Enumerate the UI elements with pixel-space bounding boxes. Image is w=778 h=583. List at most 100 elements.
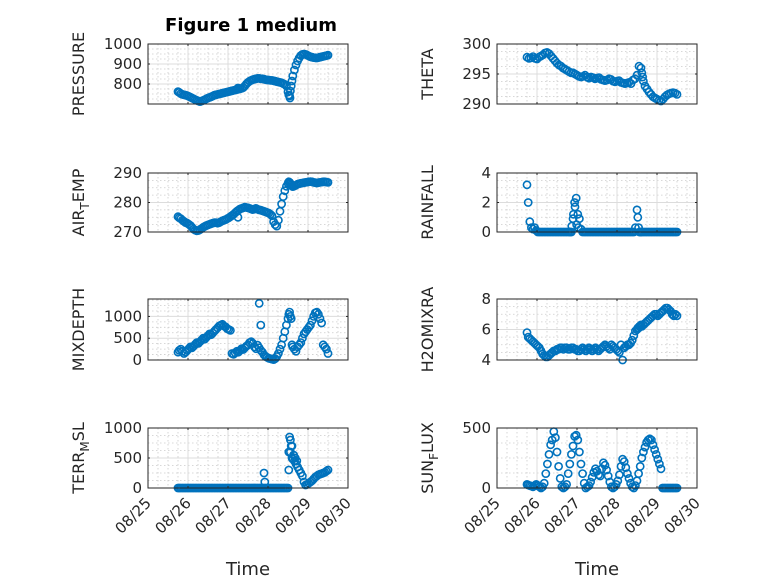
- data-point: [557, 482, 567, 492]
- data-point: [653, 454, 663, 464]
- data-point: [291, 60, 301, 70]
- panel-theta: 290 295 300 THETA: [418, 35, 698, 113]
- data-point: [603, 471, 613, 481]
- data-point: [259, 468, 269, 478]
- data-point: [651, 449, 661, 459]
- panel-terr: 0 500 1000 TERRMSL 08/2508/2608/2708/2808/29…: [69, 419, 355, 580]
- figure-title: Figure 1 medium: [165, 15, 337, 36]
- data-point: [623, 469, 632, 478]
- data-point: [323, 349, 333, 358]
- data-point: [254, 298, 264, 308]
- data-point: [631, 481, 640, 490]
- data-point: [586, 477, 595, 487]
- data-point: [551, 433, 560, 442]
- data-point: [671, 309, 680, 319]
- data-point: [287, 76, 297, 86]
- axes-outline: [496, 427, 698, 489]
- data-point: [233, 83, 243, 93]
- data-point: [576, 344, 586, 354]
- axes-outline: [147, 298, 349, 361]
- data-point: [655, 459, 664, 469]
- axes-outline: [147, 43, 349, 105]
- data-point: [546, 440, 555, 450]
- data-point: [317, 318, 326, 328]
- data-point: [323, 465, 333, 475]
- data-point: [260, 477, 270, 487]
- y-tick-label: 4: [481, 351, 491, 369]
- y-tick-label: 2: [481, 194, 491, 212]
- x-tick-label: 08/28: [232, 494, 275, 537]
- data-point: [637, 68, 647, 78]
- data-point: [543, 459, 552, 469]
- data-point: [638, 72, 647, 82]
- data-point: [571, 193, 581, 203]
- panel-rainfall: 0 2 4 RAINFALL: [418, 164, 698, 241]
- data-point: [554, 461, 563, 471]
- y-tick-label: 1000: [104, 307, 142, 325]
- marker-series: [173, 298, 333, 364]
- y-axis-label: H2OMIXRA: [418, 287, 437, 373]
- y-tick-label: 8: [481, 290, 491, 308]
- data-point: [289, 65, 299, 75]
- data-point: [576, 459, 586, 469]
- data-point: [267, 211, 277, 221]
- data-point: [313, 309, 323, 319]
- x-axis-label: Time: [574, 559, 619, 580]
- y-tick-label: 4: [481, 164, 491, 182]
- x-tick-label: 08/30: [312, 494, 355, 537]
- data-point: [522, 180, 532, 190]
- data-point: [273, 349, 283, 358]
- data-point: [563, 469, 573, 478]
- data-point: [233, 212, 243, 222]
- x-tick-label: 08/27: [541, 494, 584, 537]
- y-axis-label: MIXDEPTH: [69, 288, 88, 371]
- data-point: [288, 71, 298, 81]
- y-axis-label: SUNFLUX: [418, 422, 441, 494]
- data-point: [573, 223, 583, 232]
- x-axis-label: Time: [225, 559, 270, 580]
- x-tick-label: 08/27: [192, 494, 235, 537]
- data-point: [667, 309, 677, 319]
- data-point: [539, 478, 549, 488]
- data-point: [636, 63, 646, 73]
- data-point: [323, 177, 333, 187]
- data-point: [523, 198, 533, 207]
- data-point: [297, 471, 307, 481]
- data-point: [624, 473, 634, 483]
- data-point: [570, 202, 580, 212]
- data-point: [565, 459, 575, 469]
- y-axis-label: AIRTEMP: [69, 168, 92, 236]
- data-point: [321, 344, 331, 354]
- y-tick-label: 270: [113, 223, 142, 241]
- y-tick-label: 900: [113, 55, 142, 73]
- data-point: [627, 335, 637, 345]
- data-point: [552, 447, 562, 457]
- y-tick-label: 0: [132, 351, 142, 369]
- data-point: [669, 311, 679, 321]
- data-point: [570, 198, 579, 207]
- x-tick-label: 08/30: [661, 494, 704, 537]
- data-point: [307, 316, 317, 326]
- data-point: [647, 435, 656, 445]
- y-axis-label: RAINFALL: [418, 165, 437, 240]
- y-tick-label: 0: [481, 479, 491, 497]
- panel-pressure: 800 900 1000 PRESSURE: [69, 32, 349, 116]
- y-tick-label: 0: [132, 479, 142, 497]
- data-point: [525, 217, 535, 227]
- data-point: [579, 344, 589, 354]
- data-point: [555, 473, 565, 483]
- marker-series: [173, 177, 333, 236]
- y-tick-label: 500: [113, 449, 142, 467]
- data-point: [225, 325, 235, 335]
- data-point: [648, 440, 658, 450]
- data-point: [280, 186, 290, 196]
- y-tick-label: 500: [462, 419, 491, 437]
- data-point: [640, 442, 650, 452]
- y-axis-label: TERRMSL: [69, 422, 92, 495]
- x-tick-label: 08/28: [581, 494, 624, 537]
- x-tick-label: 08/25: [461, 494, 504, 537]
- data-point: [575, 447, 584, 457]
- data-point: [573, 209, 583, 219]
